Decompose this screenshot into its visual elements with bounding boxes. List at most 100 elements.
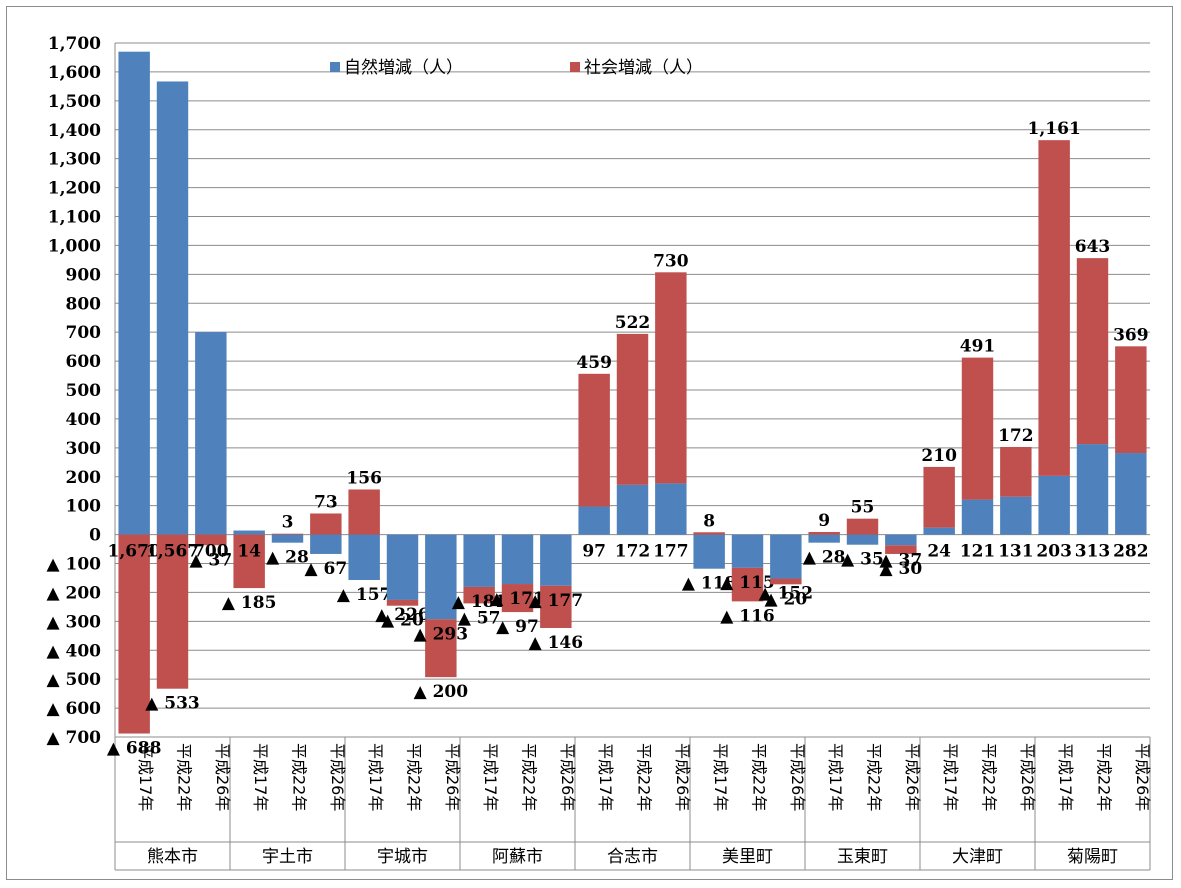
social-bar (731, 567, 764, 602)
y-tick-label: 100 (66, 497, 102, 517)
social-bar (386, 599, 419, 606)
natural-value-label: ▲ 226 (375, 605, 429, 625)
natural-value-label: 121 (960, 542, 996, 562)
social-value-label: 55 (851, 498, 875, 518)
period-label: 平成26年 (443, 743, 462, 811)
city-label: 美里町 (722, 847, 773, 867)
y-tick-label: ▲ 100 (47, 555, 102, 575)
city-label: 菊陽町 (1067, 847, 1118, 867)
social-value-label: 730 (653, 251, 689, 271)
social-value-label: 73 (314, 492, 338, 512)
y-tick-label: ▲ 700 (47, 728, 102, 748)
social-bar (195, 534, 227, 546)
social-bar (540, 585, 572, 628)
social-value-label: 3 (282, 513, 294, 533)
legend-label-natural: 自然増減（人） (344, 58, 463, 78)
social-bar (885, 545, 917, 554)
social-bar (271, 533, 304, 535)
period-label: 平成22年 (175, 743, 194, 811)
social-value-label: 8 (703, 511, 715, 531)
social-bar (770, 578, 802, 585)
period-label: 平成17年 (711, 743, 730, 811)
period-label: 平成17年 (136, 743, 155, 811)
period-label: 平成26年 (558, 743, 577, 811)
y-tick-label: 1,000 (48, 236, 101, 256)
natural-bar (1000, 496, 1032, 535)
natural-value-label: ▲ 181 (452, 592, 506, 612)
y-tick-label: 400 (66, 410, 102, 430)
natural-value-label: 700 (193, 542, 229, 562)
city-label: 宇城市 (377, 847, 428, 867)
y-tick-label: 300 (66, 439, 102, 459)
natural-bar (770, 534, 802, 579)
natural-value-label: ▲ 67 (305, 559, 348, 579)
city-label: 阿蘇市 (492, 847, 543, 867)
city-label: 熊本市 (147, 847, 198, 867)
natural-value-label: 1,567 (146, 542, 199, 562)
natural-bar (693, 534, 725, 569)
natural-value-label: ▲ 35 (841, 550, 884, 570)
social-bar (655, 272, 687, 484)
natural-bar (348, 534, 380, 580)
social-bar (156, 534, 189, 689)
natural-value-label: 131 (998, 542, 1034, 562)
natural-value-label: 177 (653, 542, 689, 562)
natural-value-label: ▲ 177 (529, 591, 583, 611)
y-tick-label: ▲ 400 (47, 641, 102, 661)
natural-bar (616, 484, 649, 535)
y-tick-label: 0 (89, 526, 101, 546)
natural-value-label: ▲ 157 (337, 585, 391, 605)
y-tick-label: ▲ 200 (47, 583, 102, 603)
natural-bar (540, 534, 572, 586)
period-label: 平成17年 (596, 743, 615, 811)
period-label: 平成22年 (750, 743, 769, 811)
social-bar (348, 489, 380, 535)
natural-value-label: ▲ 171 (490, 589, 544, 609)
social-value-label: 491 (960, 337, 996, 357)
natural-value-label: ▲ 293 (414, 624, 468, 644)
social-value-label: 459 (576, 353, 612, 373)
y-tick-label: 700 (66, 323, 102, 343)
natural-bar (118, 51, 150, 535)
social-value-label: ▲ 688 (107, 739, 161, 759)
y-tick-label: 1,500 (48, 92, 101, 112)
period-label: 平成17年 (826, 743, 845, 811)
social-bar (501, 584, 534, 613)
natural-bar (808, 534, 840, 543)
period-label: 平成22年 (1095, 743, 1114, 811)
period-label: 平成22年 (865, 743, 884, 811)
natural-value-label: 97 (582, 542, 606, 562)
natural-value-label: 24 (927, 542, 951, 562)
natural-value-label: 1,670 (108, 542, 161, 562)
social-bar (1115, 346, 1147, 454)
period-label: 平成26年 (213, 743, 232, 811)
natural-bar (578, 506, 610, 535)
period-label: 平成22年 (635, 743, 654, 811)
natural-value-label: 313 (1075, 542, 1111, 562)
city-label: 大津町 (952, 847, 1003, 867)
y-tick-label: 800 (66, 294, 102, 314)
y-tick-label: ▲ 300 (47, 612, 102, 632)
natural-value-label: ▲ 28 (266, 548, 309, 568)
natural-bar (425, 534, 457, 620)
natural-bar (961, 499, 994, 535)
period-label: 平成26年 (328, 743, 347, 811)
legend-label-social: 社会増減（人） (584, 58, 703, 78)
social-value-label: 369 (1113, 325, 1149, 345)
city-label: 玉東町 (837, 847, 888, 867)
y-tick-label: 1,100 (48, 208, 101, 228)
natural-value-label: 14 (237, 542, 261, 562)
social-bar (961, 357, 994, 500)
natural-value-label: 172 (615, 542, 651, 562)
period-label: 平成22年 (520, 743, 539, 811)
period-label: 平成17年 (481, 743, 500, 811)
social-value-label: ▲ 533 (145, 694, 199, 714)
y-tick-label: 900 (66, 265, 102, 285)
natural-bar (655, 483, 687, 535)
period-label: 平成26年 (903, 743, 922, 811)
period-label: 平成17年 (251, 743, 270, 811)
social-value-label: 643 (1075, 237, 1111, 257)
y-tick-label: ▲ 500 (47, 670, 102, 690)
natural-bar (310, 534, 342, 554)
natural-value-label: ▲ 28 (803, 548, 846, 568)
